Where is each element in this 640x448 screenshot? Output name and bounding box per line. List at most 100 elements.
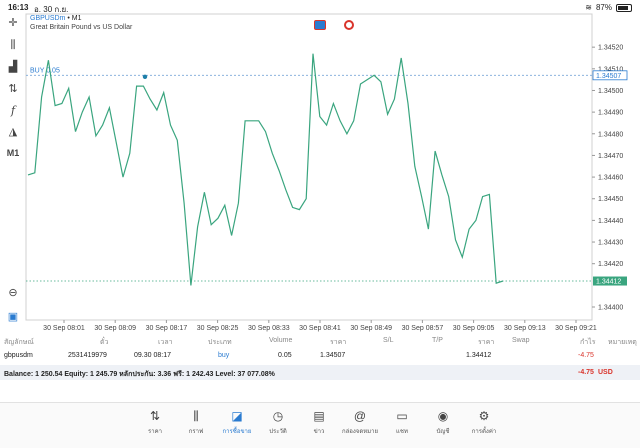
y-tick-label: 1.34500 bbox=[598, 88, 623, 95]
y-tick-label: 1.34430 bbox=[598, 240, 623, 247]
symbol-name[interactable]: GBPUSDm bbox=[30, 15, 66, 22]
col-tp: T/P bbox=[432, 337, 443, 344]
order-price-label: 1.34507 bbox=[596, 73, 621, 80]
symbol-description: Great Britain Pound vs US Dollar bbox=[30, 24, 133, 31]
header-separator: • bbox=[67, 15, 70, 22]
row-symbol: gbpusdm bbox=[4, 352, 33, 359]
col-current-price: ราคา bbox=[478, 339, 495, 346]
x-tick-label: 30 Sep 09:05 bbox=[453, 325, 495, 332]
tab-chart[interactable]: ⫼ กราฟ bbox=[176, 409, 216, 436]
tab-mailbox[interactable]: @ กล่องจดหมาย bbox=[341, 409, 379, 435]
y-tick-label: 1.34420 bbox=[598, 261, 623, 268]
candles-icon[interactable]: ⫼ bbox=[10, 39, 16, 51]
y-tick-label: 1.34520 bbox=[598, 45, 623, 52]
col-ticket: ตั๋ว bbox=[100, 339, 109, 346]
order-price-box bbox=[592, 70, 628, 81]
col-price: ราคา bbox=[330, 339, 347, 346]
x-tick-label: 30 Sep 08:57 bbox=[402, 325, 444, 332]
bottom-tab-bar: ⇅ ราคา ⫼ กราฟ ◪ การซื้อขาย ◷ ประวัติ ▤ ข่าว @… bbox=[0, 402, 640, 448]
col-comment: หมายเหตุ bbox=[608, 339, 637, 346]
row-volume: 0.05 bbox=[278, 352, 292, 359]
row-ticket: 2531419979 bbox=[68, 352, 107, 359]
current-price-box bbox=[593, 276, 627, 286]
x-tick-label: 30 Sep 09:13 bbox=[504, 325, 546, 332]
candles-icon: ⫼ bbox=[193, 409, 199, 423]
header-timeframe: M1 bbox=[71, 15, 82, 22]
status-time: 16:13 bbox=[8, 3, 29, 12]
battery-percent: 87% bbox=[595, 3, 612, 12]
row-current-price: 1.34412 bbox=[466, 352, 492, 359]
total-profit: -4.75 bbox=[578, 369, 594, 376]
bar-chart-icon[interactable]: ▟ bbox=[8, 61, 18, 73]
indicator-icon[interactable] bbox=[344, 20, 354, 30]
timeframe-button[interactable]: M1 bbox=[6, 148, 20, 158]
x-tick-label: 30 Sep 08:25 bbox=[197, 325, 239, 332]
y-tick-label: 1.34490 bbox=[598, 110, 623, 117]
col-sl: S/L bbox=[383, 337, 394, 344]
y-tick-label: 1.34510 bbox=[598, 66, 623, 73]
row-price: 1.34507 bbox=[320, 352, 346, 359]
order-line-label: BUY 0.05 bbox=[30, 67, 60, 74]
currency-label: USD bbox=[598, 369, 613, 376]
plot-frame bbox=[25, 13, 593, 321]
news-icon: ▤ bbox=[313, 409, 325, 423]
trade-chart-icon: ◪ bbox=[231, 409, 243, 423]
x-tick-label: 30 Sep 08:01 bbox=[43, 325, 85, 332]
position-row[interactable]: gbpusdm 2531419979 09.30 08:17 buy 0.05 … bbox=[0, 349, 640, 363]
chat-icon: ▭ bbox=[396, 409, 408, 423]
gear-icon: ⚙ bbox=[478, 409, 490, 423]
zoom-icon[interactable]: ⊖ bbox=[8, 287, 18, 299]
entry-point-marker bbox=[142, 74, 148, 80]
function-icon[interactable]: f bbox=[10, 104, 16, 117]
balance-bar: Balance: 1 250.54 Equity: 1 245.79 หลักป… bbox=[0, 365, 640, 380]
history-icon: ◷ bbox=[272, 409, 284, 423]
y-tick-label: 1.34480 bbox=[598, 131, 623, 138]
price-series-line bbox=[27, 53, 504, 286]
tab-news[interactable]: ▤ ข่าว bbox=[299, 409, 339, 436]
col-profit: กำไร bbox=[580, 339, 596, 346]
y-tick-label: 1.34440 bbox=[598, 218, 623, 225]
chart-toolbar: ✛ ⫼ ▟ ⇅ f ◮ M1 ⊖ ▣ bbox=[0, 14, 24, 334]
battery-icon bbox=[616, 3, 632, 12]
positions-header: สัญลักษณ์ ตั๋ว เวลา ประเภท Volume ราคา S… bbox=[0, 334, 640, 348]
tab-settings[interactable]: ⚙ การตั้งค่า bbox=[464, 409, 504, 436]
x-tick-label: 30 Sep 08:09 bbox=[94, 325, 136, 332]
balance-summary: Balance: 1 250.54 Equity: 1 245.79 หลักป… bbox=[4, 371, 275, 378]
y-tick-label: 1.34470 bbox=[598, 153, 623, 160]
tab-history[interactable]: ◷ ประวัติ bbox=[258, 409, 298, 436]
shapes-icon[interactable]: ◮ bbox=[8, 126, 18, 138]
quotes-icon: ⇅ bbox=[149, 409, 161, 423]
status-date: อ. 30 ก.ย. bbox=[34, 5, 69, 14]
current-price-label: 1.34412 bbox=[596, 279, 621, 286]
account-icon: ◉ bbox=[437, 409, 449, 423]
col-volume: Volume bbox=[269, 337, 293, 344]
tab-trade[interactable]: ◪ การซื้อขาย bbox=[217, 409, 257, 436]
sliders-icon[interactable]: ⇅ bbox=[8, 83, 18, 95]
x-tick-label: 30 Sep 08:49 bbox=[350, 325, 392, 332]
wifi-icon: ≋ bbox=[585, 3, 592, 12]
x-tick-label: 30 Sep 09:21 bbox=[555, 325, 597, 332]
status-bar: 16:13 อ. 30 ก.ย. ≋ 87% bbox=[0, 0, 640, 14]
row-time: 09.30 08:17 bbox=[134, 352, 171, 359]
one-click-trading-icon[interactable] bbox=[314, 20, 326, 30]
col-time: เวลา bbox=[158, 339, 173, 346]
col-swap: Swap bbox=[512, 337, 530, 344]
y-tick-label: 1.34460 bbox=[598, 175, 623, 182]
y-tick-label: 1.34400 bbox=[598, 305, 623, 312]
chart-header: GBPUSDm • M1 Great Britain Pound vs US D… bbox=[30, 14, 132, 32]
y-tick-label: 1.34450 bbox=[598, 196, 623, 203]
mail-icon: @ bbox=[353, 409, 367, 423]
tab-quotes[interactable]: ⇅ ราคา bbox=[135, 409, 175, 436]
row-type: buy bbox=[218, 352, 230, 359]
x-tick-label: 30 Sep 08:33 bbox=[248, 325, 290, 332]
trade-icon[interactable]: ▣ bbox=[7, 311, 19, 323]
crosshair-icon[interactable]: ✛ bbox=[8, 17, 18, 29]
x-tick-label: 30 Sep 08:17 bbox=[146, 325, 188, 332]
col-type: ประเภท bbox=[208, 339, 232, 346]
tab-account[interactable]: ◉ บัญชี bbox=[423, 409, 463, 436]
tab-chat[interactable]: ▭ แชท bbox=[382, 409, 422, 436]
row-profit: -4.75 bbox=[578, 352, 594, 359]
col-symbol: สัญลักษณ์ bbox=[4, 339, 34, 346]
price-chart[interactable]: 1.34520 1.34510 1.34500 1.34490 1.34480 1.344… bbox=[0, 0, 640, 334]
x-tick-label: 30 Sep 08:41 bbox=[299, 325, 341, 332]
